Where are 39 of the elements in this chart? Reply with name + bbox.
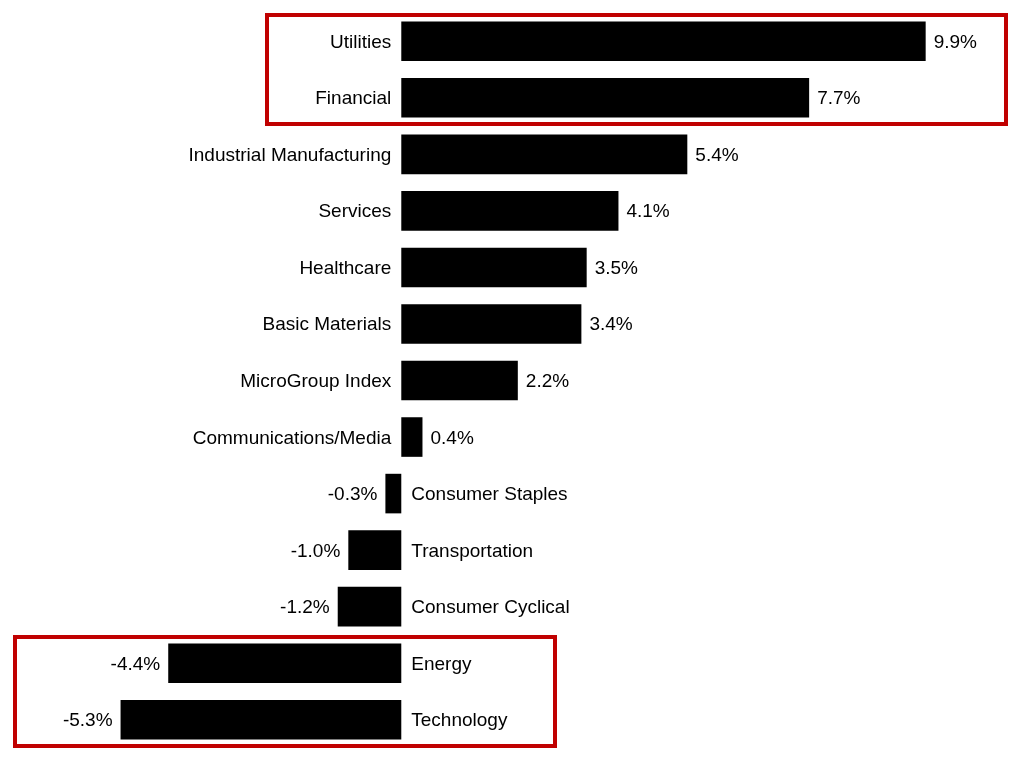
y-tick-label: Services [318, 200, 392, 222]
bar [401, 21, 926, 62]
y-tick-label: Financial [315, 87, 392, 109]
y-tick-label: Industrial Manufacturing [188, 143, 392, 165]
bar [401, 304, 582, 344]
y-tick-label: Energy [411, 652, 472, 674]
y-tick-label: MicroGroup Index [240, 370, 392, 391]
data-label: 2.2% [525, 370, 570, 391]
data-label: 3.4% [589, 313, 633, 335]
bar [348, 530, 402, 570]
data-label: -0.3% [327, 483, 378, 505]
data-label: 4.1% [626, 200, 670, 222]
data-label: 5.4% [695, 143, 739, 165]
y-tick-label: Consumer Cyclical [411, 596, 570, 618]
bar [401, 78, 810, 118]
data-label: 3.5% [594, 256, 639, 278]
y-tick-label: Basic Materials [262, 313, 392, 335]
data-label: 0.4% [430, 426, 474, 448]
y-tick-label: Consumer Staples [411, 483, 568, 505]
data-label: 9.9% [933, 30, 978, 52]
y-tick-label: Transportation [411, 539, 534, 561]
y-tick-label: Utilities [330, 30, 392, 52]
y-tick-label: Technology [411, 709, 508, 731]
data-label: -1.0% [290, 539, 341, 561]
data-label: -1.2% [280, 596, 330, 618]
bar [168, 643, 402, 683]
y-tick-label: Healthcare [299, 256, 392, 278]
data-label: -4.4% [110, 652, 161, 674]
data-label: 7.7% [817, 87, 861, 109]
bar [120, 699, 402, 740]
bar [401, 191, 619, 231]
bar [401, 417, 423, 457]
y-tick-label: Communications/Media [192, 426, 392, 448]
bar [401, 134, 688, 175]
bar [401, 247, 587, 288]
data-label: -5.3% [62, 709, 113, 731]
bar [401, 360, 518, 401]
bar [337, 586, 402, 627]
bar [385, 473, 402, 514]
